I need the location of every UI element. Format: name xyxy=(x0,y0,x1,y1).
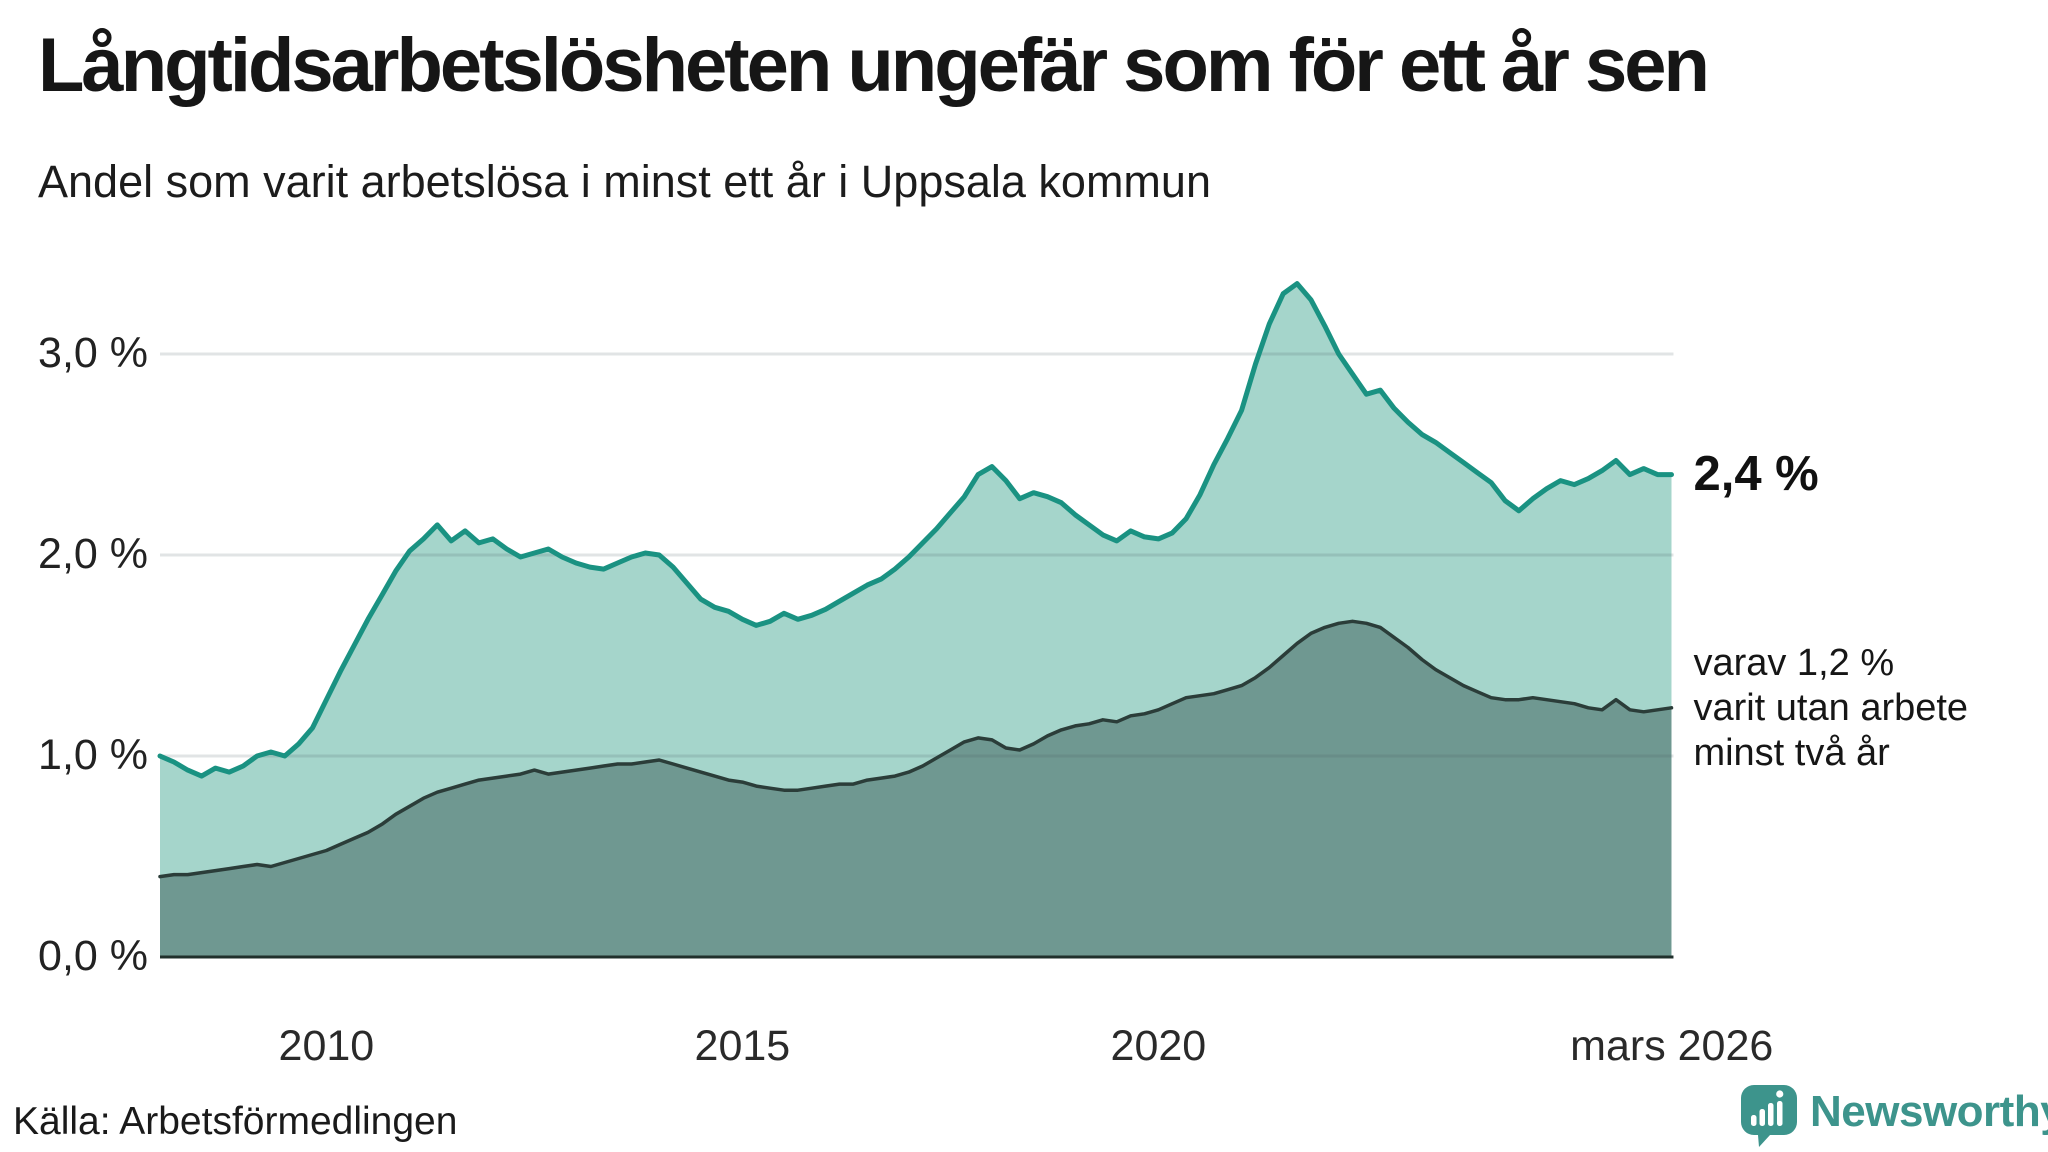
y-tick-label: 0,0 % xyxy=(38,932,148,980)
series-end-value-label: 2,4 % xyxy=(1693,446,1819,501)
x-tick-label: 2010 xyxy=(278,1022,375,1070)
newsworthy-logo: Newsworthy xyxy=(1740,1084,2048,1148)
annotation-line: varit utan arbete xyxy=(1693,686,1969,729)
x-tick-label: 2015 xyxy=(694,1022,791,1070)
x-tick-label: 2020 xyxy=(1110,1022,1207,1070)
y-tick-label: 2,0 % xyxy=(38,530,148,578)
page-title: Långtidsarbetslösheten ungefär som för e… xyxy=(38,23,1710,108)
annotation-line: varav 1,2 % xyxy=(1693,641,1895,684)
y-tick-label: 1,0 % xyxy=(38,731,148,779)
newsworthy-wordmark: Newsworthy xyxy=(1810,1087,2048,1136)
newsworthy-bubble-icon xyxy=(1741,1085,1797,1147)
annotation-line: minst två år xyxy=(1693,731,1890,774)
x-tick-label: mars 2026 xyxy=(1570,1022,1774,1070)
source-credit: Källa: Arbetsförmedlingen xyxy=(13,1100,458,1143)
page-subtitle: Andel som varit arbetslösa i minst ett å… xyxy=(38,156,1211,207)
two-year-annotation: varav 1,2 % varit utan arbete minst två … xyxy=(1693,641,1968,776)
y-tick-label: 3,0 % xyxy=(38,329,148,377)
